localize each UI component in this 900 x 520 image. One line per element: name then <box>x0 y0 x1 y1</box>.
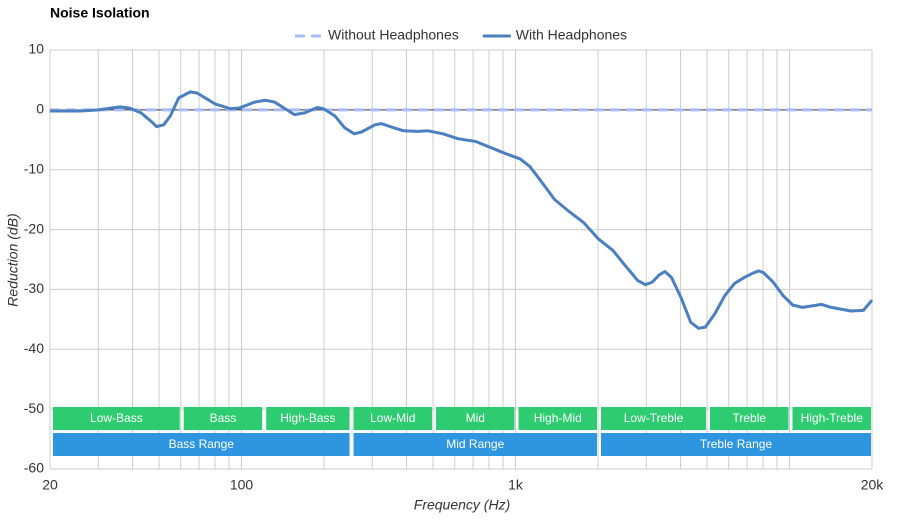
y-tick-label: -40 <box>24 340 44 356</box>
band <box>266 407 350 430</box>
y-tick-label: 10 <box>28 41 44 57</box>
band-label: Mid <box>466 411 485 425</box>
band-label: Low-Mid <box>370 411 415 425</box>
band-label: High-Bass <box>280 411 335 425</box>
band <box>53 407 180 430</box>
band <box>436 407 515 430</box>
band-label: High-Mid <box>534 411 582 425</box>
y-tick-label: -20 <box>24 220 44 236</box>
x-tick-label: 1k <box>508 477 524 493</box>
band-label: Low-Treble <box>624 411 684 425</box>
y-tick-label: 0 <box>36 101 44 117</box>
band <box>518 407 597 430</box>
x-tick-label: 100 <box>230 477 254 493</box>
band <box>792 407 871 430</box>
y-tick-label: -30 <box>24 280 44 296</box>
band <box>353 433 597 456</box>
legend-label: Without Headphones <box>328 27 459 43</box>
y-tick-label: -10 <box>24 160 44 176</box>
y-axis-label: Reduction (dB) <box>5 213 21 306</box>
band <box>183 407 263 430</box>
band-label: Treble Range <box>700 437 773 451</box>
band-label: Treble <box>732 411 766 425</box>
y-tick-label: -50 <box>24 400 44 416</box>
chart-title: Noise Isolation <box>50 5 150 21</box>
y-tick-label: -60 <box>24 460 44 476</box>
band <box>710 407 789 430</box>
band-label: Bass Range <box>169 437 235 451</box>
band <box>601 433 871 456</box>
x-axis-label: Frequency (Hz) <box>414 497 510 513</box>
band-label: Low-Bass <box>90 411 143 425</box>
band-label: Bass <box>210 411 237 425</box>
band-label: High-Treble <box>801 411 864 425</box>
x-tick-label: 20k <box>861 477 885 493</box>
x-tick-label: 20 <box>42 477 58 493</box>
legend-label: With Headphones <box>516 27 627 43</box>
band <box>601 407 707 430</box>
band <box>53 433 350 456</box>
series-line <box>50 90 874 330</box>
band <box>353 407 433 430</box>
band-label: Mid Range <box>446 437 504 451</box>
